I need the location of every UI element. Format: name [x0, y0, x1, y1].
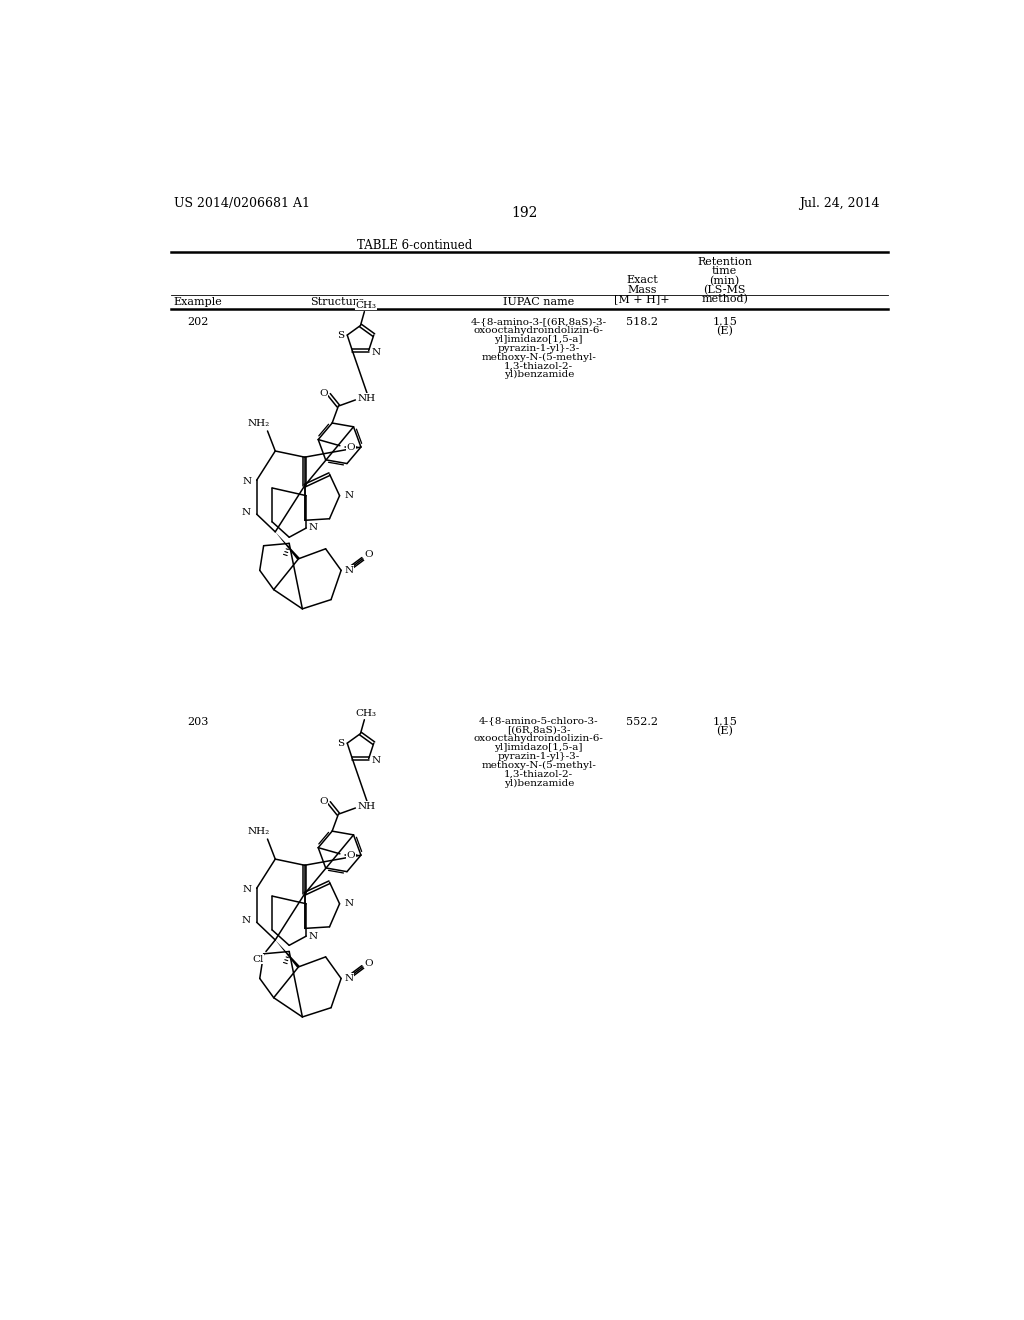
Text: [(6R,8aS)-3-: [(6R,8aS)-3-	[507, 726, 570, 734]
Text: O: O	[365, 958, 374, 968]
Text: N: N	[308, 932, 317, 941]
Text: 203: 203	[187, 717, 209, 726]
Text: methoxy-N-(5-methyl-: methoxy-N-(5-methyl-	[481, 760, 596, 770]
Text: 4-{8-amino-5-chloro-3-: 4-{8-amino-5-chloro-3-	[479, 717, 599, 726]
Text: 518.2: 518.2	[626, 317, 657, 327]
Polygon shape	[275, 940, 300, 968]
Text: 1.15: 1.15	[713, 317, 737, 327]
Text: NH: NH	[357, 393, 376, 403]
Text: N: N	[344, 566, 353, 574]
Text: N: N	[344, 491, 353, 500]
Text: (E): (E)	[717, 326, 733, 337]
Text: O: O	[365, 550, 374, 560]
Text: pyrazin-1-yl}-3-: pyrazin-1-yl}-3-	[498, 752, 580, 762]
Text: Example: Example	[173, 297, 222, 308]
Polygon shape	[275, 532, 300, 560]
Text: CH₃: CH₃	[355, 301, 377, 310]
Text: US 2014/0206681 A1: US 2014/0206681 A1	[174, 197, 310, 210]
Text: yl)benzamide: yl)benzamide	[504, 779, 573, 788]
Text: S: S	[338, 330, 345, 339]
Text: Exact: Exact	[626, 276, 657, 285]
Text: NH₂: NH₂	[247, 826, 269, 836]
Text: 1.15: 1.15	[713, 717, 737, 726]
Text: N: N	[344, 974, 353, 983]
Text: O: O	[346, 442, 355, 451]
Text: 1,3-thiazol-2-: 1,3-thiazol-2-	[504, 362, 573, 371]
Text: 192: 192	[512, 206, 538, 220]
Text: yl]imidazo[1,5-a]: yl]imidazo[1,5-a]	[495, 743, 583, 752]
Text: TABLE 6-continued: TABLE 6-continued	[357, 239, 472, 252]
Text: method): method)	[701, 294, 749, 304]
Text: yl)benzamide: yl)benzamide	[504, 370, 573, 379]
Text: N: N	[242, 916, 251, 925]
Text: S: S	[338, 739, 345, 747]
Text: [M + H]+: [M + H]+	[614, 294, 670, 304]
Text: 4-{8-amino-3-[(6R,8aS)-3-: 4-{8-amino-3-[(6R,8aS)-3-	[471, 317, 607, 326]
Text: methoxy-N-(5-methyl-: methoxy-N-(5-methyl-	[481, 352, 596, 362]
Text: N: N	[308, 524, 317, 532]
Text: NH: NH	[357, 803, 376, 810]
Text: Structure: Structure	[310, 297, 365, 308]
Text: O: O	[319, 388, 328, 397]
Text: 552.2: 552.2	[626, 717, 657, 726]
Text: oxooctahydroindolizin-6-: oxooctahydroindolizin-6-	[474, 326, 604, 335]
Text: (min): (min)	[710, 276, 740, 285]
Text: Mass: Mass	[627, 285, 656, 294]
Text: N: N	[371, 347, 380, 356]
Text: yl]imidazo[1,5-a]: yl]imidazo[1,5-a]	[495, 335, 583, 343]
Text: (E): (E)	[717, 726, 733, 737]
Text: oxooctahydroindolizin-6-: oxooctahydroindolizin-6-	[474, 734, 604, 743]
Text: N: N	[371, 756, 380, 764]
Text: N: N	[243, 886, 252, 895]
Text: N: N	[243, 478, 252, 486]
Text: time: time	[712, 267, 737, 276]
Text: N: N	[344, 899, 353, 908]
Text: IUPAC name: IUPAC name	[503, 297, 574, 308]
Text: O: O	[319, 796, 328, 805]
Text: 1,3-thiazol-2-: 1,3-thiazol-2-	[504, 770, 573, 779]
Text: N: N	[242, 508, 251, 517]
Text: pyrazin-1-yl}-3-: pyrazin-1-yl}-3-	[498, 343, 580, 352]
Text: (LS-MS: (LS-MS	[703, 285, 746, 294]
Text: 202: 202	[187, 317, 209, 327]
Text: CH₃: CH₃	[355, 709, 377, 718]
Text: O: O	[346, 851, 355, 859]
Text: Jul. 24, 2014: Jul. 24, 2014	[800, 197, 880, 210]
Text: Retention: Retention	[697, 257, 753, 267]
Text: Cl: Cl	[253, 954, 264, 964]
Text: NH₂: NH₂	[247, 418, 269, 428]
